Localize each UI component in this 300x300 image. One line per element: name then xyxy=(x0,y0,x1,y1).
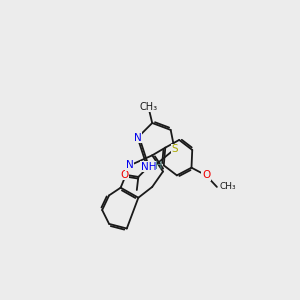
Text: H: H xyxy=(155,161,163,171)
Text: NH: NH xyxy=(141,162,156,172)
Text: N: N xyxy=(126,160,134,170)
Text: O: O xyxy=(202,170,210,180)
Text: S: S xyxy=(171,144,178,154)
Text: N: N xyxy=(134,133,142,142)
Text: O: O xyxy=(120,169,129,180)
Text: CH₃: CH₃ xyxy=(219,182,236,191)
Text: CH₃: CH₃ xyxy=(139,102,158,112)
